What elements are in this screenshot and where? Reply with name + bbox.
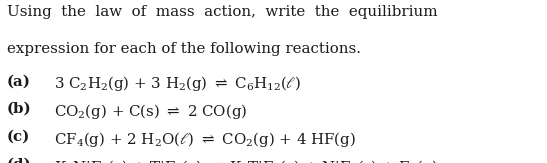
- Text: (c): (c): [7, 130, 30, 144]
- Text: (a): (a): [7, 74, 31, 88]
- Text: K$_2$NiF$_6$(s) + TiF$_4$(s) $\rightleftharpoons$ K$_2$TiF$_6$(s) + NiF$_2$(s) +: K$_2$NiF$_6$(s) + TiF$_4$(s) $\rightleft…: [54, 158, 438, 163]
- Text: (b): (b): [7, 102, 31, 116]
- Text: 3 C$_2$H$_2$(g) + 3 H$_2$(g) $\rightleftharpoons$ C$_6$H$_{12}$($\ell$): 3 C$_2$H$_2$(g) + 3 H$_2$(g) $\rightleft…: [54, 74, 301, 93]
- Text: CO$_2$(g) + C(s) $\rightleftharpoons$ 2 CO(g): CO$_2$(g) + C(s) $\rightleftharpoons$ 2 …: [54, 102, 247, 121]
- Text: expression for each of the following reactions.: expression for each of the following rea…: [7, 42, 360, 56]
- Text: CF$_4$(g) + 2 H$_2$O($\ell$) $\rightleftharpoons$ CO$_2$(g) + 4 HF(g): CF$_4$(g) + 2 H$_2$O($\ell$) $\rightleft…: [54, 130, 356, 149]
- Text: (d): (d): [7, 158, 31, 163]
- Text: Using  the  law  of  mass  action,  write  the  equilibrium: Using the law of mass action, write the …: [7, 5, 437, 19]
